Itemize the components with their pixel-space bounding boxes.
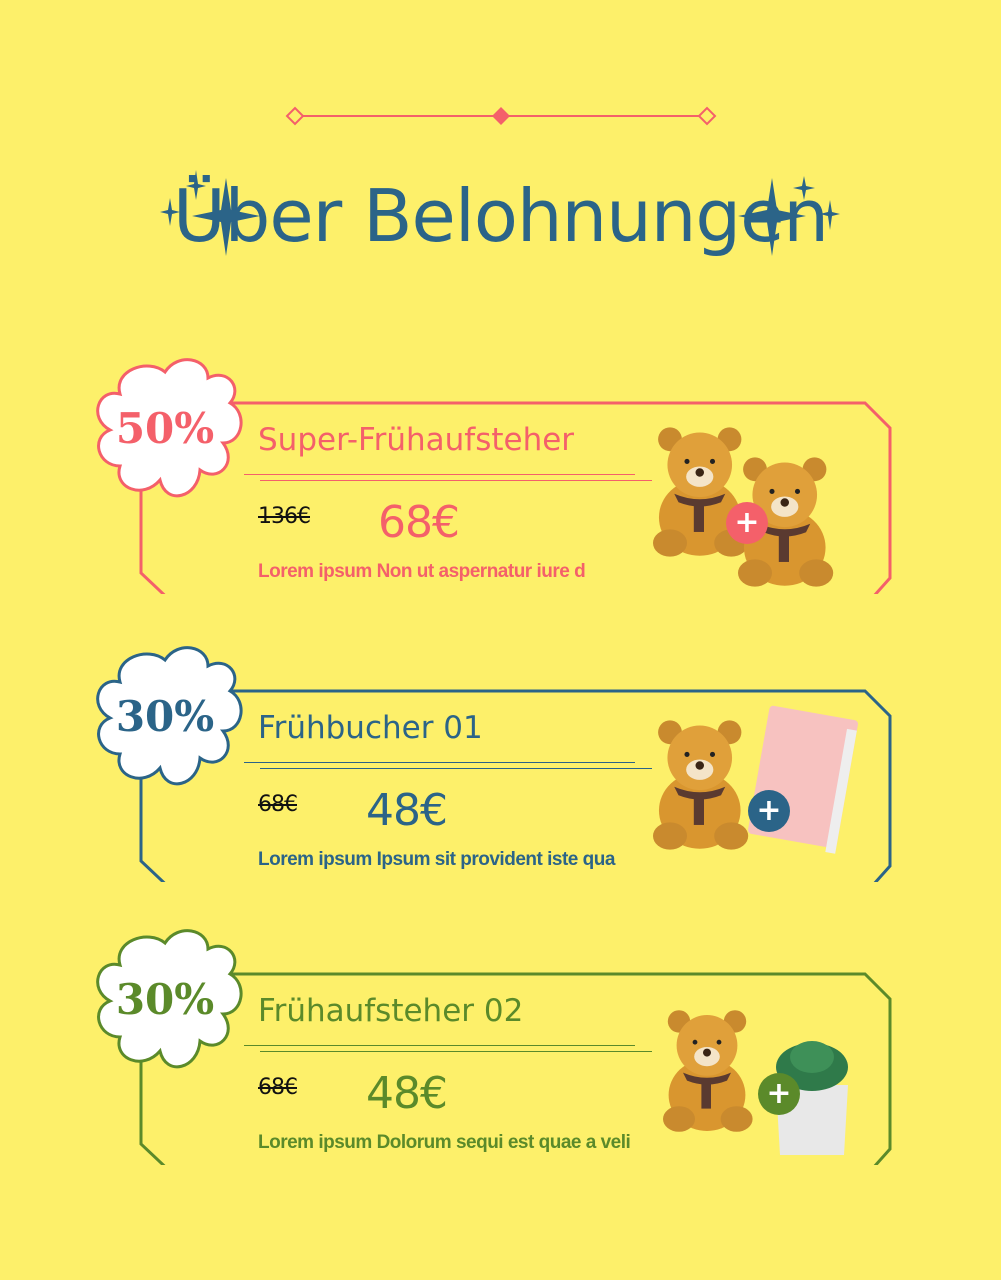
teddy-bear-icon [663, 1010, 753, 1132]
page-title: Über Belohnungen [172, 174, 829, 258]
discount-badge: 30% [115, 975, 215, 1024]
discounted-price: 48€ [366, 1068, 448, 1119]
divider [244, 1045, 635, 1046]
card-frame [96, 358, 892, 594]
add-button[interactable]: + [748, 790, 790, 832]
divider [260, 480, 652, 481]
discounted-price: 48€ [366, 785, 448, 836]
add-button[interactable]: + [726, 502, 768, 544]
reward-title: Frühbucher 01 [258, 710, 483, 746]
teddy-bear-icon [653, 427, 749, 557]
product-image [663, 1010, 848, 1155]
discount-badge: 50% [115, 404, 215, 453]
divider [244, 474, 635, 475]
reward-description: Lorem ipsum Non ut aspernatur iure d [258, 561, 586, 582]
reward-description: Lorem ipsum Dolorum sequi est quae a vel… [258, 1132, 631, 1153]
divider [244, 762, 635, 763]
reward-description: Lorem ipsum Ipsum sit provident iste qua [258, 849, 615, 870]
reward-card[interactable]: 50% Super-Frühaufsteher 136€ 68€ Lorem i… [88, 354, 898, 594]
original-price: 68€ [258, 1075, 298, 1100]
discounted-price: 68€ [378, 497, 460, 548]
teddy-bear-icon [653, 720, 749, 850]
divider [260, 1051, 652, 1052]
original-price: 68€ [258, 792, 298, 817]
decorative-divider [285, 106, 717, 126]
reward-title: Frühaufsteher 02 [258, 993, 524, 1029]
add-button[interactable]: + [758, 1073, 800, 1115]
card-frame [96, 929, 892, 1165]
product-image [653, 427, 834, 587]
card-frame [96, 646, 892, 882]
discount-badge: 30% [115, 692, 215, 741]
reward-title: Super-Frühaufsteher [258, 422, 575, 458]
divider [260, 768, 652, 769]
reward-card[interactable]: 30% Frühbucher 01 68€ 48€ Lorem ipsum Ip… [88, 642, 898, 882]
original-price: 136€ [258, 504, 311, 529]
reward-card[interactable]: 30% Frühaufsteher 02 68€ 48€ Lorem ipsum… [88, 925, 898, 1165]
